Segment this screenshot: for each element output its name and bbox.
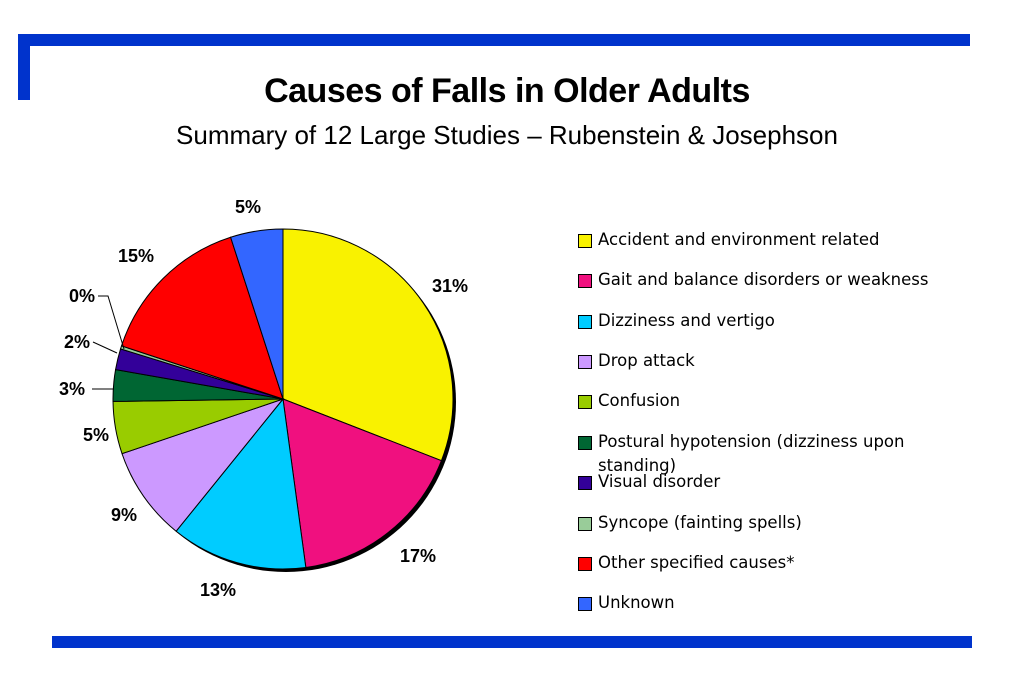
legend-swatch <box>578 315 592 329</box>
legend-swatch <box>578 274 592 288</box>
leader-line <box>98 295 125 350</box>
legend-swatch <box>578 557 592 571</box>
legend-item: Confusion <box>578 389 958 413</box>
slice-percent-label: 13% <box>200 580 236 600</box>
legend-item: Unknown <box>578 591 958 615</box>
legend-label: Postural hypotension (dizziness upon sta… <box>598 432 905 475</box>
legend-swatch <box>578 517 592 531</box>
legend-label: Accident and environment related <box>598 230 880 249</box>
slice-percent-label: 5% <box>235 197 261 217</box>
legend-swatch <box>578 395 592 409</box>
slice-percent-label: 17% <box>400 546 436 566</box>
legend-label: Syncope (fainting spells) <box>598 513 802 532</box>
legend-item: Dizziness and vertigo <box>578 309 958 333</box>
slice-percent-label: 0% <box>69 286 95 306</box>
pie-slice <box>121 397 285 532</box>
legend-item: Drop attack <box>578 349 958 373</box>
legend-label: Visual disorder <box>598 472 721 491</box>
legend-swatch <box>578 234 592 248</box>
legend-item: Other specified causes* <box>578 551 958 575</box>
slide-subtitle: Summary of 12 Large Studies – Rubenstein… <box>176 120 838 150</box>
legend-label: Confusion <box>598 391 681 410</box>
pie-slice <box>120 236 284 400</box>
legend-label: Drop attack <box>598 351 695 370</box>
slice-percent-label: 9% <box>111 505 137 525</box>
pie-slice <box>175 397 307 570</box>
legend-swatch <box>578 476 592 490</box>
legend-swatch <box>578 597 592 611</box>
legend-item: Gait and balance disorders or weakness <box>578 268 958 292</box>
pie-slice <box>282 228 454 462</box>
legend-item: Postural hypotension (dizziness upon sta… <box>578 430 958 478</box>
legend-swatch <box>578 436 592 450</box>
slide-title: Causes of Falls in Older Adults <box>264 72 750 110</box>
top-accent-bar <box>18 34 970 46</box>
slice-percent-label: 5% <box>83 425 109 445</box>
left-accent-bar <box>18 34 30 100</box>
legend-label: Other specified causes* <box>598 553 795 572</box>
leader-line <box>92 341 118 354</box>
legend-item: Syncope (fainting spells) <box>578 511 958 535</box>
legend-swatch <box>578 355 592 369</box>
slice-percent-label: 3% <box>59 379 85 399</box>
legend-item: Visual disorder <box>578 470 958 494</box>
slice-percent-label: 15% <box>118 246 154 266</box>
slice-percent-label: 2% <box>64 332 90 352</box>
bottom-accent-bar <box>52 636 972 648</box>
legend-item: Accident and environment related <box>578 228 958 252</box>
legend-label: Unknown <box>598 593 675 612</box>
slice-percent-label: 31% <box>432 276 468 296</box>
pie-slice <box>282 398 443 569</box>
legend-label: Dizziness and vertigo <box>598 311 775 330</box>
legend-label: Gait and balance disorders or weakness <box>598 270 929 289</box>
pie-slice <box>229 228 284 400</box>
